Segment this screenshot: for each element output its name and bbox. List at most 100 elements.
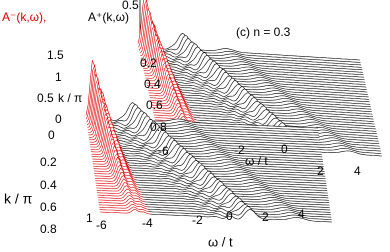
curve-red [92,132,127,160]
curve-red [149,81,187,101]
omega-tick: 0 [281,142,288,156]
curve-black [112,112,320,138]
curve-fill [143,34,366,86]
k-tick: 0.4 [40,178,57,192]
curve-fill [144,46,367,93]
curve-black [147,201,331,216]
panel-label: (c) n = 0.3 [236,25,291,39]
curve-red [150,84,187,103]
omega-tick: -2 [234,143,245,157]
curve-black [168,51,364,78]
height-tick: 0 [55,112,62,126]
curve-red [97,188,142,198]
curve-black [148,205,332,220]
curve-red [96,174,139,188]
curve-red [151,92,191,108]
curve-fill [91,130,324,170]
curve-red [93,153,133,173]
curve-black [190,105,375,125]
curve-red [92,141,129,166]
k-tick: 0 [48,128,55,142]
k-tick: 0.4 [144,77,161,91]
curve-red [150,87,188,105]
curve-fill [157,128,380,150]
curve-red [95,167,136,183]
curve-red [152,95,191,110]
curve-fill [88,88,321,146]
labels: 0.5 A⁻(k,ω), A⁺(k,ω) (c) n = 0.3 1.5 1 0… [2,0,361,249]
curve-black [138,179,329,196]
curve-black [164,46,363,73]
curve-black [172,67,367,90]
curve-black [131,162,326,182]
curve-black [164,43,363,71]
curve-fill [158,132,381,152]
curve-black [193,109,376,127]
curve-red [97,192,145,200]
height-tick: 0.5 [37,91,54,105]
omega-tick: 2 [317,164,324,178]
curve-fill [157,125,380,147]
curve-red [152,98,192,113]
curve-red [98,197,146,205]
curve-red [92,138,129,163]
curve-black [118,128,322,153]
omega-tick: 2 [262,210,269,224]
curve-red [96,182,142,193]
curve-fill [97,192,330,211]
omega-tick: -2 [192,213,203,227]
omega-tick: -6 [158,144,169,158]
curve-red [148,70,183,93]
curve-fill [95,172,328,197]
curve-black [116,123,321,148]
curve-black [172,63,367,88]
curve-fill [99,204,332,221]
curve-black [180,83,371,105]
curve-red [153,102,194,116]
axis-label: ω / t [208,234,233,249]
curve-red [153,105,195,118]
curve-fill [89,105,322,156]
curve-black [134,170,328,189]
curve-red [94,161,135,178]
curve-black [125,145,324,167]
legend-minus: A⁻(k,ω), [2,10,46,24]
curve-black [116,127,322,150]
curve-red [94,156,133,175]
curve-black [168,54,365,80]
curve-black [126,151,325,172]
curve-black [194,111,376,130]
curve-fill [98,198,331,216]
curve-fill [89,101,322,153]
k-tick: 0.2 [140,56,157,70]
top-tick: 0.5 [122,0,139,12]
curve-red [148,73,184,95]
curve-black [119,131,322,155]
curve-red [154,109,195,120]
k-tick: 1 [86,211,93,225]
legend-plus: A⁺(k,ω) [88,10,129,24]
curve-black [131,160,326,179]
curve-red [89,108,120,146]
curve-black [134,168,327,187]
axis-label: k / π [4,191,33,207]
curve-fill [100,209,332,225]
curve-black [186,92,372,112]
curve-red [149,76,184,97]
height-tick: 1 [55,70,62,84]
curve-black [144,197,331,213]
curve-black [179,77,370,100]
curve-fill [99,206,332,223]
waterfall [85,0,383,225]
curve-black [187,96,374,117]
k-tick: 0.2 [40,155,57,169]
curve-fill [142,28,365,83]
curve-red [95,164,136,180]
curve-fill [92,142,325,177]
curve-red [144,40,173,75]
curve-fill [153,103,376,130]
curve-red [90,120,123,153]
axis-label: k / π [58,91,82,105]
curve-fill [149,81,372,115]
